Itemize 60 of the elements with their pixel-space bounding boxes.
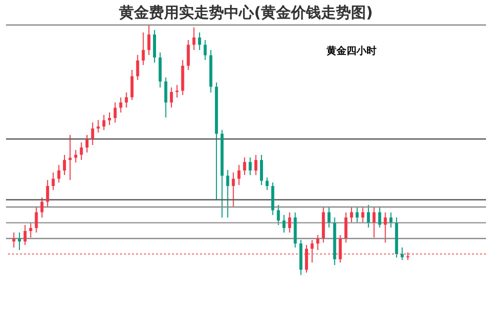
candlestick: [276, 204, 280, 226]
candlestick: [266, 177, 269, 190]
candlestick: [142, 32, 145, 66]
candlestick: [40, 197, 44, 218]
candlestick: [316, 234, 320, 250]
candlestick: [52, 172, 55, 190]
candlestick: [338, 234, 342, 263]
candlestick: [124, 92, 128, 108]
candlestick: [237, 164, 240, 186]
candlestick: [102, 114, 106, 130]
candlestick: [91, 122, 94, 146]
candlestick: [232, 172, 235, 208]
candlestick: [18, 232, 21, 250]
candlestick: [254, 154, 258, 176]
candlestick: [57, 164, 60, 183]
candlestick: [243, 157, 246, 176]
candlestick: [158, 52, 162, 88]
candlestick: [310, 240, 314, 263]
candlestick: [192, 27, 196, 50]
candlestick: [260, 154, 263, 186]
candlestick: [46, 180, 50, 208]
candlestick: [226, 170, 230, 218]
candlestick: [29, 222, 32, 238]
candlestick: [350, 207, 354, 223]
candlestick: [366, 204, 370, 228]
candlestick: [198, 32, 202, 50]
candlestick: [378, 207, 382, 228]
candlestick: [356, 207, 359, 223]
candlestick: [119, 97, 122, 113]
candlestick: [108, 112, 112, 126]
candlestick: [114, 102, 117, 123]
candlestick: [288, 212, 292, 233]
candlestick: [372, 207, 376, 238]
candlestick: [282, 214, 286, 233]
candlestick: [24, 224, 27, 246]
candlestick: [62, 154, 66, 176]
candlestick: [204, 40, 207, 60]
candlestick: [136, 54, 140, 80]
candlestick: [80, 142, 83, 160]
candlestick: [389, 212, 392, 228]
candlestick: [361, 207, 364, 223]
candlestick: [248, 157, 252, 176]
candlestick: [344, 212, 348, 243]
candlestick: [147, 24, 150, 56]
annotation: 黄金四小时: [326, 45, 377, 57]
candlestick: [305, 244, 308, 273]
candlestick: [400, 247, 404, 260]
candlestick: [12, 232, 16, 248]
candlestick: [96, 120, 100, 133]
candlestick: [170, 87, 173, 108]
candlestick: [164, 77, 168, 118]
candlestick: [130, 70, 134, 100]
candlestick: [186, 40, 190, 70]
candlestick: [384, 212, 387, 243]
candlestick: [85, 134, 88, 153]
candlestick: [34, 207, 38, 233]
chart-title: 黄金费用实走势中心(黄金价钱走势图): [118, 3, 373, 22]
candlestick: [153, 30, 156, 63]
candlestick: [328, 207, 331, 228]
candlestick: [74, 150, 78, 163]
